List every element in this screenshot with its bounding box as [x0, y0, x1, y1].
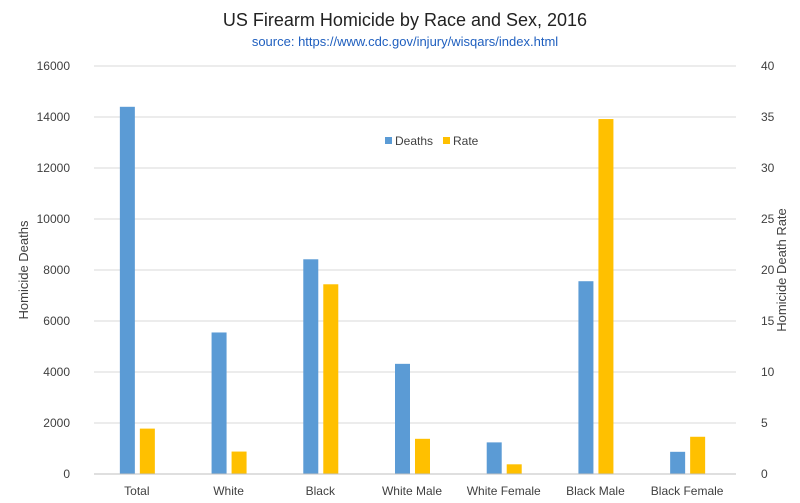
- bar-rate: [323, 284, 339, 474]
- bar-deaths: [211, 332, 227, 474]
- bar-deaths: [578, 281, 594, 474]
- y-left-tick-label: 0: [63, 467, 70, 481]
- x-axis-ticks: Total White Black White Male White Female Bla…: [124, 484, 724, 498]
- y-axis-left-ticks: 0 2000 4000 6000 8000 10000 12000 14000 16000: [37, 59, 71, 481]
- gridlines: [94, 65, 736, 424]
- legend-label-deaths: Deaths: [395, 134, 433, 148]
- y-left-tick-label: 14000: [37, 110, 71, 124]
- y-axis-left-title: Homicide Deaths: [16, 220, 31, 319]
- y-right-tick-label: 0: [761, 467, 768, 481]
- chart-title: US Firearm Homicide by Race and Sex, 201…: [223, 10, 587, 30]
- bar-deaths: [486, 442, 502, 474]
- y-right-tick-label: 40: [761, 59, 775, 73]
- y-right-tick-label: 15: [761, 314, 775, 328]
- bar-deaths: [395, 363, 410, 474]
- legend-swatch-rate: [443, 137, 450, 144]
- x-tick-label: White Female: [467, 484, 541, 498]
- bar-rate: [415, 438, 430, 474]
- y-left-tick-label: 10000: [37, 212, 71, 226]
- y-left-tick-label: 6000: [43, 314, 70, 328]
- bar-deaths: [119, 106, 135, 475]
- bar-rate: [690, 436, 706, 474]
- legend: Deaths Rate: [385, 134, 479, 148]
- bar-rate: [598, 119, 614, 474]
- bars: [119, 106, 706, 475]
- y-right-tick-label: 25: [761, 212, 775, 226]
- bar-rate: [506, 464, 522, 474]
- x-tick-label: White Male: [382, 484, 442, 498]
- y-right-tick-label: 20: [761, 263, 775, 277]
- x-tick-label: Black Male: [566, 484, 625, 498]
- y-right-tick-label: 30: [761, 161, 775, 175]
- legend-label-rate: Rate: [453, 134, 479, 148]
- bar-rate: [231, 451, 247, 474]
- y-left-tick-label: 4000: [43, 365, 70, 379]
- y-right-tick-label: 35: [761, 110, 775, 124]
- x-tick-label: White: [213, 484, 244, 498]
- bar-deaths: [670, 451, 686, 474]
- legend-swatch-deaths: [385, 137, 392, 144]
- y-right-tick-label: 5: [761, 416, 768, 430]
- chart-subtitle: source: https://www.cdc.gov/injury/wisqa…: [252, 34, 558, 49]
- bar-rate: [139, 428, 155, 474]
- x-tick-label: Black Female: [651, 484, 724, 498]
- x-tick-label: Black: [306, 484, 336, 498]
- y-axis-right-ticks: 0 5 10 15 20 25 30 35 40: [761, 59, 775, 481]
- y-right-tick-label: 10: [761, 365, 775, 379]
- y-axis-right-title: Homicide Death Rate: [774, 208, 789, 332]
- y-left-tick-label: 2000: [43, 416, 70, 430]
- bar-deaths: [303, 259, 319, 474]
- y-left-tick-label: 12000: [37, 161, 71, 175]
- y-left-tick-label: 16000: [37, 59, 71, 73]
- y-left-tick-label: 8000: [43, 263, 70, 277]
- x-tick-label: Total: [124, 484, 149, 498]
